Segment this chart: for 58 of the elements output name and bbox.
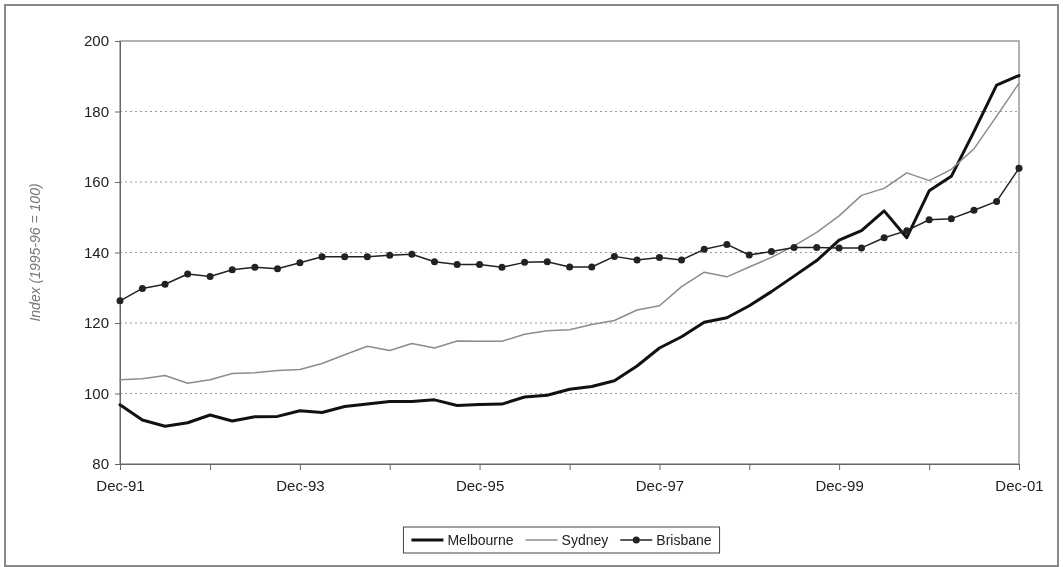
- x-tick-label: Dec-01: [995, 476, 1044, 494]
- y-tick-label: 120: [83, 314, 109, 332]
- point: [566, 263, 574, 271]
- point: [386, 251, 394, 259]
- point: [588, 263, 596, 271]
- point: [1015, 164, 1023, 172]
- point: [228, 266, 236, 274]
- x-tick-label: Dec-93: [276, 476, 325, 494]
- point: [206, 272, 214, 280]
- point: [296, 259, 304, 267]
- point: [453, 260, 461, 268]
- point: [341, 253, 349, 261]
- y-tick-label: 200: [83, 32, 109, 50]
- point: [993, 197, 1001, 205]
- point: [790, 244, 798, 252]
- x-tick-label: Dec-91: [96, 476, 145, 494]
- point: [633, 256, 641, 264]
- legend-label: Brisbane: [656, 532, 712, 548]
- x-tick-label: Dec-95: [455, 476, 505, 494]
- legend-label: Sydney: [561, 532, 609, 548]
- point: [835, 244, 843, 252]
- point: [745, 251, 753, 259]
- point: [903, 227, 911, 235]
- point: [498, 263, 506, 271]
- point: [116, 297, 124, 305]
- point: [700, 245, 708, 253]
- point: [161, 280, 169, 288]
- point: [767, 247, 775, 255]
- point: [655, 253, 663, 261]
- legend-label: Melbourne: [447, 532, 514, 548]
- point: [138, 284, 146, 292]
- point: [363, 253, 371, 261]
- point: [678, 256, 686, 264]
- point: [813, 244, 821, 252]
- point: [858, 244, 865, 252]
- y-axis-title: Index (1995-96 = 100): [27, 183, 43, 322]
- y-tick-label: 160: [83, 173, 109, 191]
- point: [880, 234, 888, 242]
- point: [251, 263, 259, 271]
- point: [543, 258, 551, 266]
- point: [610, 252, 618, 260]
- y-tick-label: 100: [83, 384, 109, 402]
- y-tick-label: 140: [83, 243, 109, 261]
- point: [521, 258, 529, 266]
- point: [184, 270, 192, 278]
- point: [970, 206, 978, 214]
- point: [431, 258, 439, 266]
- y-tick-label: 80: [92, 455, 109, 473]
- point: [408, 250, 416, 258]
- point: [925, 216, 933, 224]
- point: [723, 240, 731, 248]
- x-tick-label: Dec-97: [635, 476, 685, 494]
- point: [274, 265, 281, 273]
- point: [318, 253, 326, 261]
- point: [947, 215, 955, 223]
- point: [476, 260, 484, 268]
- x-tick-label: Dec-99: [815, 476, 864, 494]
- y-tick-label: 180: [83, 102, 109, 120]
